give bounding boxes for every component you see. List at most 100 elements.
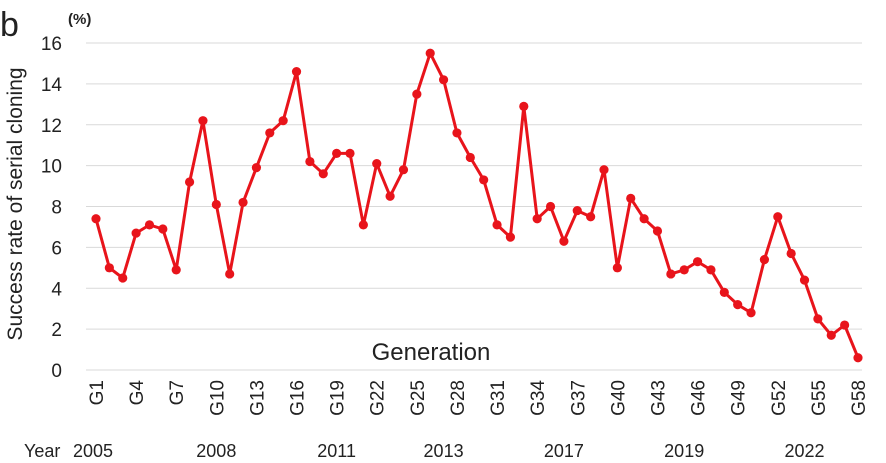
y-tick-label: 2 [51,320,62,341]
data-point [813,314,823,324]
data-point [225,269,235,279]
y-tick-labels: 0 2 4 6 8 10 12 14 16 [41,34,63,382]
data-point [438,75,449,85]
x-tick-label: G37 [568,380,589,416]
x-tick-label: G31 [488,380,509,416]
x-tick-label: G25 [408,380,429,416]
data-point [719,287,729,297]
data-point [118,273,128,283]
data-point [291,67,302,77]
y-tick-label: 14 [41,75,63,96]
year-label-value: 2022 [785,441,825,461]
data-point [572,205,582,216]
data-point [759,255,770,265]
data-point [278,116,288,126]
y-tick-label: 0 [51,361,62,382]
data-point [799,275,810,285]
data-point [773,212,783,222]
data-point [532,214,542,224]
x-tick-label: G10 [207,380,228,416]
data-point [198,116,208,126]
x-tick-label: G4 [127,380,148,406]
data-point [332,148,342,158]
year-label-value: 2019 [664,441,704,461]
data-point [452,128,462,138]
data-points [91,48,863,363]
data-point [158,224,168,234]
data-point [265,128,275,138]
year-label-value: 2013 [424,441,464,461]
data-point [692,257,703,267]
year-labels: 2005 2008 2011 2013 2017 2019 2022 [73,441,825,461]
data-point [599,165,609,175]
data-point [305,156,315,167]
data-point [171,265,181,275]
data-point [626,193,636,203]
x-axis-title: Generation [372,339,491,366]
year-label-value: 2011 [317,441,356,461]
data-point [586,212,596,222]
gridlines [86,42,862,371]
data-point [492,220,502,230]
year-label-value: 2017 [544,441,584,461]
data-point [479,175,489,185]
data-point [385,191,395,201]
data-point [398,165,409,175]
data-point [706,265,716,275]
data-point [853,353,863,363]
x-tick-label: G28 [448,380,469,416]
data-point [733,300,743,310]
year-label-value: 2005 [73,441,113,461]
data-point [545,201,556,212]
data-point [425,48,435,58]
data-point [612,263,622,273]
y-tick-label: 4 [51,279,62,300]
data-point [251,163,262,173]
data-point [184,177,195,187]
data-point [746,308,756,318]
data-point [519,101,529,111]
data-point [639,214,649,224]
data-point [318,169,328,179]
x-tick-label: G13 [247,380,268,416]
x-tick-label: G19 [328,380,349,416]
x-tick-label: G22 [368,380,389,416]
data-point [559,236,569,246]
x-tick-label: G1 [87,380,108,405]
data-point [840,320,850,330]
x-tick-label: G58 [849,380,870,416]
x-tick-labels: G1 G4 G7 G10 G13 G16 G19 G22 G25 G28 G31 G34 G37 G40 G… [87,380,870,416]
data-point [652,226,663,236]
y-tick-label: 6 [51,238,62,259]
data-point [412,89,422,99]
x-tick-label: G34 [528,380,549,416]
data-point [358,220,368,230]
x-tick-label: G40 [608,380,629,416]
y-tick-label: 12 [41,116,62,137]
y-tick-label: 10 [41,157,62,178]
series-line [94,51,860,359]
data-point [211,199,221,210]
x-tick-label: G7 [167,380,188,405]
y-tick-label: 16 [41,34,62,55]
data-point [679,265,689,275]
panel-label: b [0,6,19,44]
data-point [786,248,796,259]
x-tick-label: G52 [769,380,790,416]
data-point [372,158,382,169]
year-label-value: 2008 [196,441,236,461]
data-point [826,330,836,340]
data-point [666,269,676,279]
data-point [345,148,355,158]
data-point [131,228,141,238]
data-point [91,214,101,224]
data-point [238,197,248,208]
data-point [505,232,516,242]
x-tick-label: G16 [288,380,309,416]
data-point [144,220,155,230]
x-tick-label: G43 [648,380,669,416]
x-tick-label: G49 [729,380,750,416]
year-label: Year [24,441,60,461]
x-tick-label: G46 [689,380,710,416]
